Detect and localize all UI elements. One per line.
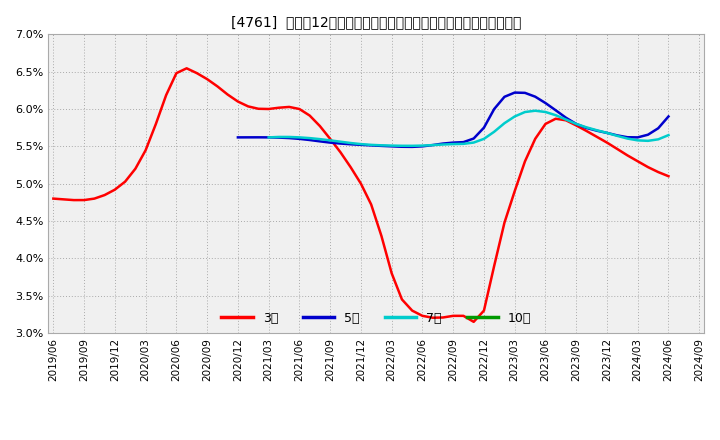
3年 xyxy=(408,308,416,313)
3年 xyxy=(315,124,324,129)
7年 xyxy=(367,142,376,147)
Title: [4761]  売上高12か月移動合計の対前年同期増減率の標準偏差の推移: [4761] 売上高12か月移動合計の対前年同期増減率の標準偏差の推移 xyxy=(231,15,521,29)
3年 xyxy=(49,196,58,201)
3年 xyxy=(469,319,478,324)
7年 xyxy=(315,136,324,142)
3年 xyxy=(367,202,376,207)
7年 xyxy=(469,140,478,145)
7年 xyxy=(408,143,416,148)
3年 xyxy=(459,313,468,319)
3年 xyxy=(131,166,140,171)
Line: 3年: 3年 xyxy=(53,68,668,322)
Line: 7年: 7年 xyxy=(269,111,668,146)
5年 xyxy=(408,144,416,150)
7年 xyxy=(459,141,468,147)
5年 xyxy=(315,139,324,144)
5年 xyxy=(459,139,468,145)
5年 xyxy=(469,136,478,141)
5年 xyxy=(367,143,376,148)
Legend: 3年, 5年, 7年, 10年: 3年, 5年, 7年, 10年 xyxy=(217,307,536,330)
Line: 5年: 5年 xyxy=(238,92,668,147)
